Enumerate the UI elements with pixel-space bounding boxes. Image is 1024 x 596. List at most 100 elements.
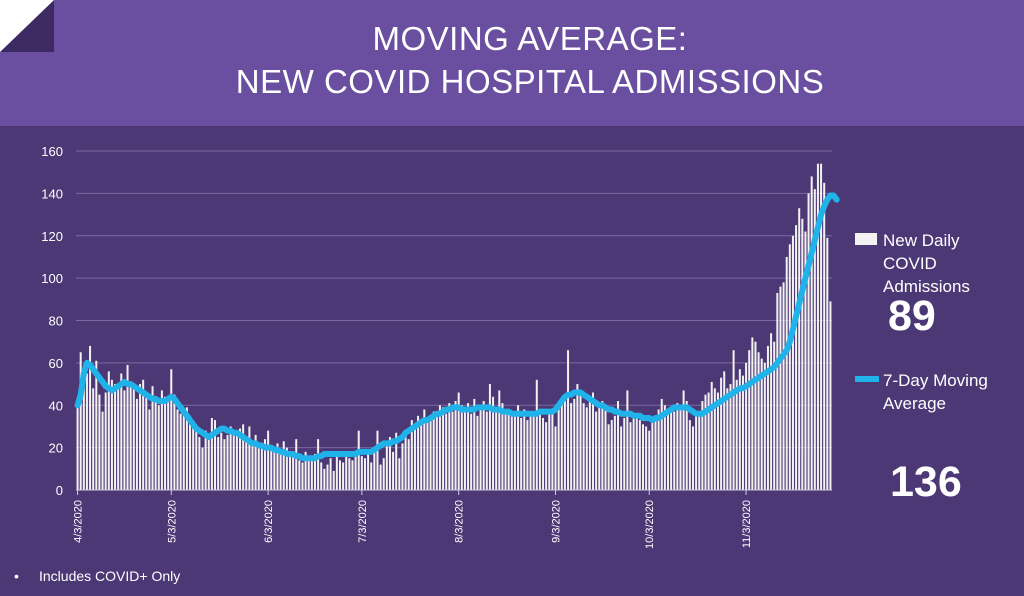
daily-bar [417, 415, 420, 490]
y-tick-label: 120 [41, 229, 63, 244]
daily-bar [117, 388, 120, 490]
daily-bar [282, 441, 285, 490]
daily-bar [791, 235, 794, 490]
daily-bar [398, 458, 401, 490]
daily-bar [520, 417, 523, 490]
daily-bar [320, 462, 323, 490]
daily-bar [298, 460, 301, 490]
daily-bar [329, 458, 332, 490]
daily-bar [295, 439, 298, 490]
daily-bar [707, 392, 710, 490]
y-tick-label: 100 [41, 271, 63, 286]
daily-bar [98, 394, 101, 490]
daily-bar [551, 409, 554, 490]
daily-bar [204, 430, 207, 490]
daily-bar [164, 396, 167, 490]
daily-bar [182, 411, 185, 490]
moving-average-line [74, 192, 840, 462]
daily-bar [798, 208, 801, 491]
daily-bar [485, 411, 488, 490]
moving-average-line-group [74, 192, 840, 462]
daily-bar [513, 415, 516, 490]
y-axis: 0 20 40 60 80 100 120 140 160 [41, 144, 63, 498]
daily-bar [145, 394, 148, 490]
daily-bar [207, 434, 210, 490]
daily-bar [601, 401, 604, 490]
x-tick-label: 7/3/2020 [357, 500, 369, 543]
footnote-text: Includes COVID+ Only [39, 568, 181, 584]
daily-bar [760, 358, 763, 490]
daily-bar [120, 373, 123, 490]
daily-bar [332, 470, 335, 490]
daily-bar [829, 301, 832, 490]
daily-admissions-bars [76, 163, 832, 491]
daily-bar [317, 439, 320, 490]
daily-bar [392, 451, 395, 490]
daily-bar [710, 381, 713, 490]
daily-bar [363, 458, 366, 490]
daily-bar [741, 375, 744, 490]
daily-bar [82, 367, 85, 490]
daily-bar [638, 420, 641, 490]
daily-bar [232, 430, 235, 490]
daily-bar [557, 405, 560, 490]
daily-bar [545, 422, 548, 490]
daily-bar [495, 407, 498, 490]
daily-bar [610, 420, 613, 490]
daily-bar [254, 434, 257, 490]
x-tick-label: 11/3/2020 [741, 500, 753, 548]
daily-bar [139, 384, 142, 490]
y-tick-label: 160 [41, 144, 63, 159]
daily-bar [826, 237, 829, 490]
daily-bar [738, 369, 741, 490]
daily-bar [432, 411, 435, 490]
daily-bar [235, 432, 238, 490]
daily-bar [801, 218, 804, 491]
daily-bar [107, 371, 110, 490]
daily-bar [273, 451, 276, 490]
daily-bar [579, 390, 582, 490]
daily-bar [523, 409, 526, 490]
legend-line-swatch [855, 376, 879, 382]
y-tick-label: 80 [49, 314, 63, 329]
daily-bar [423, 409, 426, 490]
daily-bar [723, 371, 726, 490]
daily-bar [626, 390, 629, 490]
daily-bar [185, 407, 188, 490]
daily-bar [79, 352, 82, 490]
daily-bar [154, 398, 157, 490]
daily-bar [810, 176, 813, 491]
y-tick-label: 60 [49, 356, 63, 371]
legend-bar-swatch [855, 233, 877, 245]
daily-bar [323, 468, 326, 490]
daily-bar [229, 426, 232, 490]
daily-bar [379, 464, 382, 490]
x-axis: 4/3/2020 5/3/2020 6/3/2020 7/3/2020 8/3/2020… [73, 489, 832, 549]
daily-bar [663, 405, 666, 490]
daily-bar [482, 401, 485, 490]
daily-bar [248, 426, 251, 490]
latest-daily-value: 89 [888, 292, 936, 340]
daily-bar [89, 345, 92, 490]
daily-bar [310, 458, 313, 490]
daily-bar [529, 413, 532, 490]
daily-bar [754, 341, 757, 490]
daily-bar [613, 415, 616, 490]
daily-bar [370, 462, 373, 490]
daily-bar [517, 405, 520, 490]
daily-bar [763, 362, 766, 490]
daily-bar [729, 384, 732, 490]
y-tick-label: 140 [41, 186, 63, 201]
daily-bar [820, 163, 823, 490]
daily-bar [492, 396, 495, 490]
daily-bar [773, 341, 776, 490]
daily-bar [129, 381, 132, 490]
daily-bar [223, 439, 226, 490]
daily-bar [770, 333, 773, 490]
daily-bar [757, 352, 760, 490]
daily-bar [173, 394, 176, 490]
daily-bar [701, 401, 704, 490]
daily-bar [148, 409, 151, 490]
daily-bar [538, 411, 541, 490]
daily-bar [401, 443, 404, 490]
